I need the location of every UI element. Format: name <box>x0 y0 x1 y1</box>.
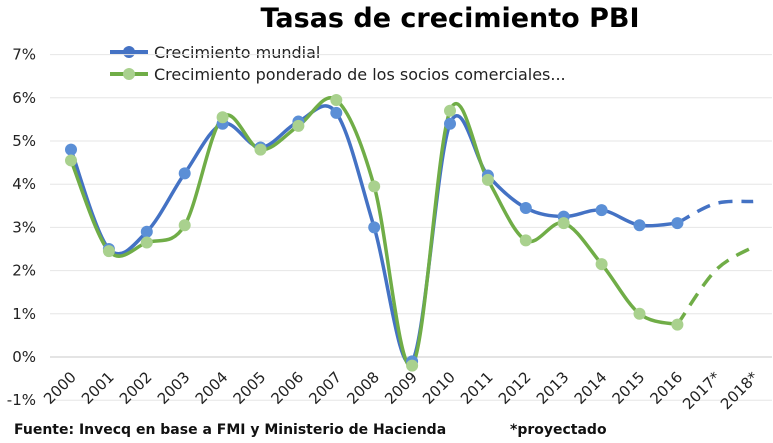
x-tick-label: 2011 <box>457 368 497 408</box>
data-point-0 <box>178 167 191 180</box>
data-point-0 <box>633 219 646 232</box>
data-point-1 <box>254 143 267 156</box>
x-tick-label: 2008 <box>343 368 383 408</box>
series-projected-line-0 <box>676 199 754 225</box>
y-tick-label: 7% <box>12 46 36 64</box>
legend: Crecimiento mundial Crecimiento ponderad… <box>110 43 566 84</box>
y-tick-label: 3% <box>12 218 36 236</box>
legend-marker-partners <box>123 68 135 80</box>
data-point-1 <box>444 104 456 117</box>
data-point-1 <box>633 307 646 320</box>
x-tick-label: 2000 <box>40 368 80 408</box>
data-point-1 <box>178 219 191 232</box>
x-tick-label: 2017* <box>679 368 724 413</box>
y-tick-label: 5% <box>12 132 36 150</box>
x-tick-label: 2012 <box>495 368 535 408</box>
data-point-1 <box>557 217 570 230</box>
series-points <box>65 93 684 372</box>
data-point-0 <box>330 106 343 119</box>
legend-label-partners: Crecimiento ponderado de los socios come… <box>154 65 566 84</box>
x-tick-label: 2010 <box>419 368 459 408</box>
footer-note: *proyectado <box>510 422 607 438</box>
data-point-1 <box>140 236 153 249</box>
data-point-1 <box>102 245 115 258</box>
footer-source: Fuente: Invecq en base a FMI y Ministeri… <box>14 422 446 438</box>
series-line-0 <box>69 104 678 365</box>
x-tick-label: 2005 <box>230 368 270 408</box>
legend-label-world: Crecimiento mundial <box>154 43 320 62</box>
gridlines <box>50 54 772 401</box>
x-tick-label: 2004 <box>192 368 232 408</box>
data-point-1 <box>292 119 305 132</box>
data-point-1 <box>406 359 419 372</box>
data-point-1 <box>65 154 77 167</box>
data-point-0 <box>444 117 456 130</box>
x-tick-label: 2002 <box>116 368 156 408</box>
x-axis-ticks: 2000200120022003200420052006200720082009… <box>40 368 762 413</box>
x-tick-label: 2013 <box>533 368 573 408</box>
x-tick-label: 2003 <box>154 368 194 408</box>
x-tick-label: 2006 <box>267 368 307 408</box>
x-tick-label: 2014 <box>571 368 611 408</box>
y-tick-label: 2% <box>12 262 36 280</box>
data-point-1 <box>671 318 684 331</box>
y-tick-label: -1% <box>7 391 36 409</box>
data-point-0 <box>671 217 684 230</box>
x-tick-label: 2015 <box>609 368 649 408</box>
data-point-0 <box>140 225 153 238</box>
series-projected-line-1 <box>675 245 755 326</box>
series-lines <box>69 96 755 368</box>
y-axis-ticks: -1% 0% 1% 2% 3% 4% 5% 6% 7% <box>7 46 36 410</box>
y-tick-label: 0% <box>12 348 36 366</box>
data-point-1 <box>330 93 343 106</box>
y-tick-label: 1% <box>12 305 36 323</box>
x-tick-label: 2007 <box>305 368 345 408</box>
data-point-0 <box>65 143 77 156</box>
data-point-1 <box>481 173 494 186</box>
legend-marker-world <box>123 46 135 58</box>
data-point-0 <box>368 221 381 234</box>
data-point-1 <box>368 180 381 193</box>
y-tick-label: 4% <box>12 175 36 193</box>
data-point-0 <box>519 201 532 214</box>
data-point-1 <box>519 234 532 247</box>
x-tick-label: 2018* <box>717 368 762 413</box>
x-tick-label: 2009 <box>381 368 421 408</box>
data-point-1 <box>216 111 229 124</box>
data-point-0 <box>595 204 608 217</box>
chart-title: Tasas de crecimiento PBI <box>260 3 639 34</box>
y-tick-label: 6% <box>12 89 36 107</box>
data-point-1 <box>595 258 608 271</box>
x-tick-label: 2001 <box>78 368 118 408</box>
